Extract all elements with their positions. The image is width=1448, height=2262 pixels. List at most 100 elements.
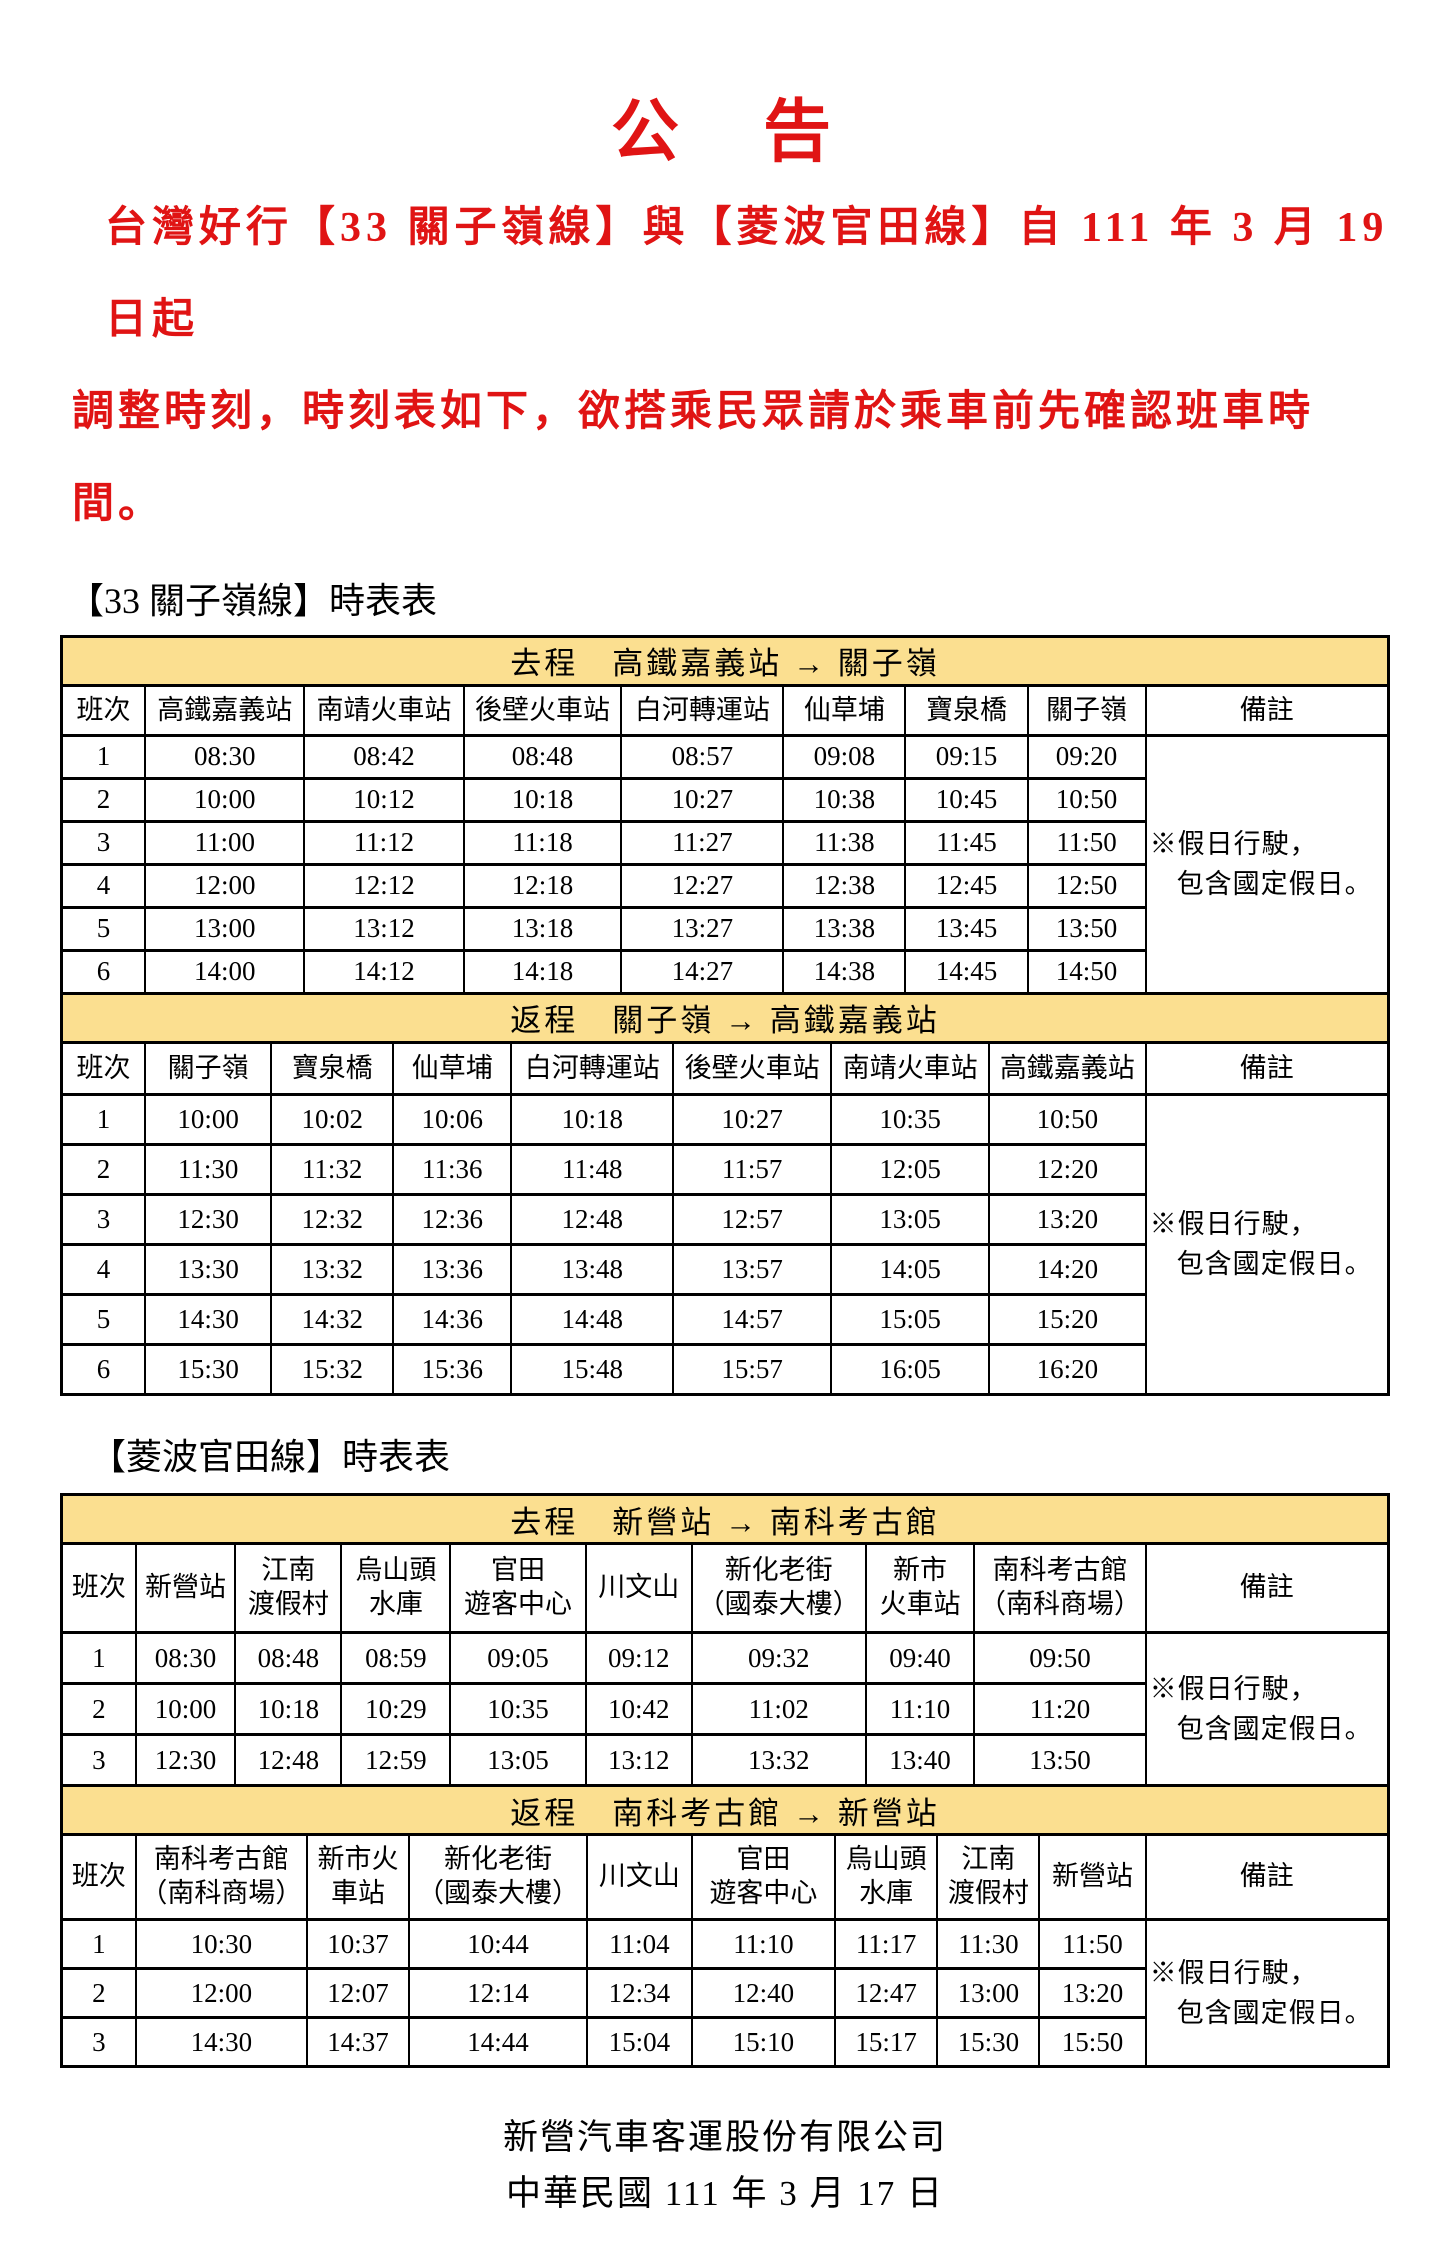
time-cell: 10:50	[1026, 776, 1147, 823]
time-cell: 09:15	[904, 733, 1029, 780]
time-cell: 15:50	[1038, 2016, 1147, 2069]
time-cell: 13:30	[144, 1242, 273, 1296]
time-cell: 10:44	[408, 1918, 588, 1971]
time-cell: 12:48	[234, 1733, 343, 1788]
time-cell: 10:45	[904, 776, 1029, 823]
time-cell: 09:05	[449, 1631, 587, 1686]
column-header: 關子嶺	[144, 1040, 273, 1096]
remark-cell: ※假日行駛， 包含國定假日。	[1144, 733, 1390, 995]
remark-line-1: ※假日行駛，	[1149, 1673, 1318, 1704]
time-cell: 14:00	[144, 948, 306, 995]
intro-line-1: 台灣好行【33 關子嶺線】與【菱波官田線】自 111 年 3 月 19 日起	[105, 204, 1389, 343]
time-cell: 13:40	[864, 1733, 976, 1788]
time-cell: 13:00	[936, 1967, 1041, 2020]
time-cell: 10:27	[672, 1092, 833, 1146]
trip-number-cell: 3	[60, 2016, 137, 2069]
remark-line-1: ※假日行駛，	[1149, 828, 1318, 859]
time-cell: 10:35	[449, 1682, 587, 1737]
time-cell: 12:59	[340, 1733, 452, 1788]
time-cell: 12:57	[672, 1192, 833, 1246]
time-cell: 12:50	[1026, 862, 1147, 909]
column-header: 新營站	[1038, 1833, 1147, 1922]
time-cell: 11:36	[392, 1142, 513, 1196]
column-header: 班次	[60, 1542, 137, 1635]
trip-number-cell: 1	[60, 733, 147, 780]
time-cell: 10:02	[270, 1092, 395, 1146]
time-cell: 14:27	[620, 948, 785, 995]
time-cell: 10:42	[584, 1682, 693, 1737]
time-cell: 11:30	[936, 1918, 1041, 1971]
time-cell: 11:50	[1026, 819, 1147, 866]
intro-line-2: 調整時刻，時刻表如下，欲搭乘民眾請於乘車前先確認班車時間。	[72, 388, 1315, 527]
time-cell: 12:27	[620, 862, 785, 909]
time-cell: 14:44	[408, 2016, 588, 2069]
trip-number-cell: 4	[60, 1242, 147, 1296]
time-cell: 12:34	[585, 1967, 693, 2020]
time-cell: 15:10	[690, 2016, 837, 2069]
time-cell: 08:30	[134, 1631, 237, 1686]
column-header: 江南 渡假村	[936, 1833, 1041, 1922]
time-cell: 10:30	[134, 1918, 308, 1971]
time-cell: 15:48	[510, 1342, 675, 1396]
timetable-row: 2 12:00 12:07 12:14 12:34 12:40 12:47 13:00 13:2…	[60, 1967, 1389, 2020]
time-cell: 12:30	[144, 1192, 273, 1246]
time-cell: 13:12	[303, 905, 465, 952]
column-header: 南靖火車站	[830, 1040, 991, 1096]
column-header: 備註	[1144, 683, 1390, 737]
time-cell: 12:20	[988, 1142, 1147, 1196]
time-cell: 12:45	[904, 862, 1029, 909]
time-cell: 15:57	[672, 1342, 833, 1396]
time-cell: 13:05	[449, 1733, 587, 1788]
column-header: 官田 遊客中心	[449, 1542, 587, 1635]
time-cell: 15:20	[988, 1292, 1147, 1346]
banner-row: 去程 高鐵嘉義站 → 關子嶺	[60, 634, 1390, 687]
time-cell: 15:30	[936, 2016, 1041, 2069]
column-header: 南靖火車站	[303, 683, 465, 737]
direction-banner-inbound: 返程 南科考古館 → 新營站	[60, 1784, 1390, 1837]
time-cell: 12:47	[834, 1967, 939, 2020]
time-cell: 13:32	[270, 1242, 395, 1296]
column-header: 班次	[60, 1833, 137, 1922]
column-header: 新市火 車站	[305, 1833, 411, 1922]
time-cell: 13:36	[392, 1242, 513, 1296]
time-cell: 13:00	[144, 905, 306, 952]
trip-number-cell: 5	[60, 1292, 147, 1346]
time-cell: 12:05	[830, 1142, 991, 1196]
remark-cell: ※假日行駛， 包含國定假日。	[1144, 1092, 1390, 1396]
time-cell: 13:32	[690, 1733, 867, 1788]
time-cell: 14:50	[1026, 948, 1147, 995]
remark-line-1: ※假日行駛，	[1149, 1208, 1318, 1239]
column-header: 白河轉運站	[510, 1040, 675, 1096]
timetable-row: 6 15:30 15:32 15:36 15:48 15:57 16:05 16:20	[60, 1342, 1389, 1396]
time-cell: 14:36	[392, 1292, 513, 1346]
trip-number-cell: 2	[60, 1682, 137, 1737]
trip-number-cell: 3	[60, 819, 147, 866]
time-cell: 11:04	[585, 1918, 693, 1971]
time-cell: 11:50	[1038, 1918, 1147, 1971]
trip-number-cell: 3	[60, 1192, 147, 1246]
time-cell: 14:57	[672, 1292, 833, 1346]
footer-company: 新營汽車客運股份有限公司	[502, 2118, 947, 2158]
column-header: 新市 火車站	[864, 1542, 976, 1635]
time-cell: 13:45	[904, 905, 1029, 952]
trip-number-cell: 5	[60, 905, 147, 952]
time-cell: 15:36	[392, 1342, 513, 1396]
trip-number-cell: 6	[60, 948, 147, 995]
time-cell: 10:00	[134, 1682, 237, 1737]
timetable-row: 1 10:30 10:37 10:44 11:04 11:10 11:17 11:30 11:5…	[60, 1918, 1390, 2069]
timetable-row: 5 13:00 13:12 13:18 13:27 13:38 13:45 13:50	[60, 905, 1389, 952]
timetable-row: 5 14:30 14:32 14:36 14:48 14:57 15:05 15:20	[60, 1292, 1389, 1346]
time-cell: 11:32	[270, 1142, 395, 1196]
time-cell: 14:18	[462, 948, 623, 995]
column-header: 新化老街 （國泰大樓）	[690, 1542, 867, 1635]
column-header: 備註	[1144, 1833, 1390, 1922]
timetable-row: 1 08:30 08:42 08:48 08:57 09:08 09:15 09:20 ※假日行…	[60, 733, 1390, 995]
time-cell: 15:32	[270, 1342, 395, 1396]
time-cell: 11:57	[672, 1142, 833, 1196]
time-cell: 10:38	[782, 776, 907, 823]
column-header: 寶泉橋	[270, 1040, 395, 1096]
time-cell: 10:12	[303, 776, 465, 823]
time-cell: 14:48	[510, 1292, 675, 1346]
time-cell: 12:00	[134, 1967, 308, 2020]
